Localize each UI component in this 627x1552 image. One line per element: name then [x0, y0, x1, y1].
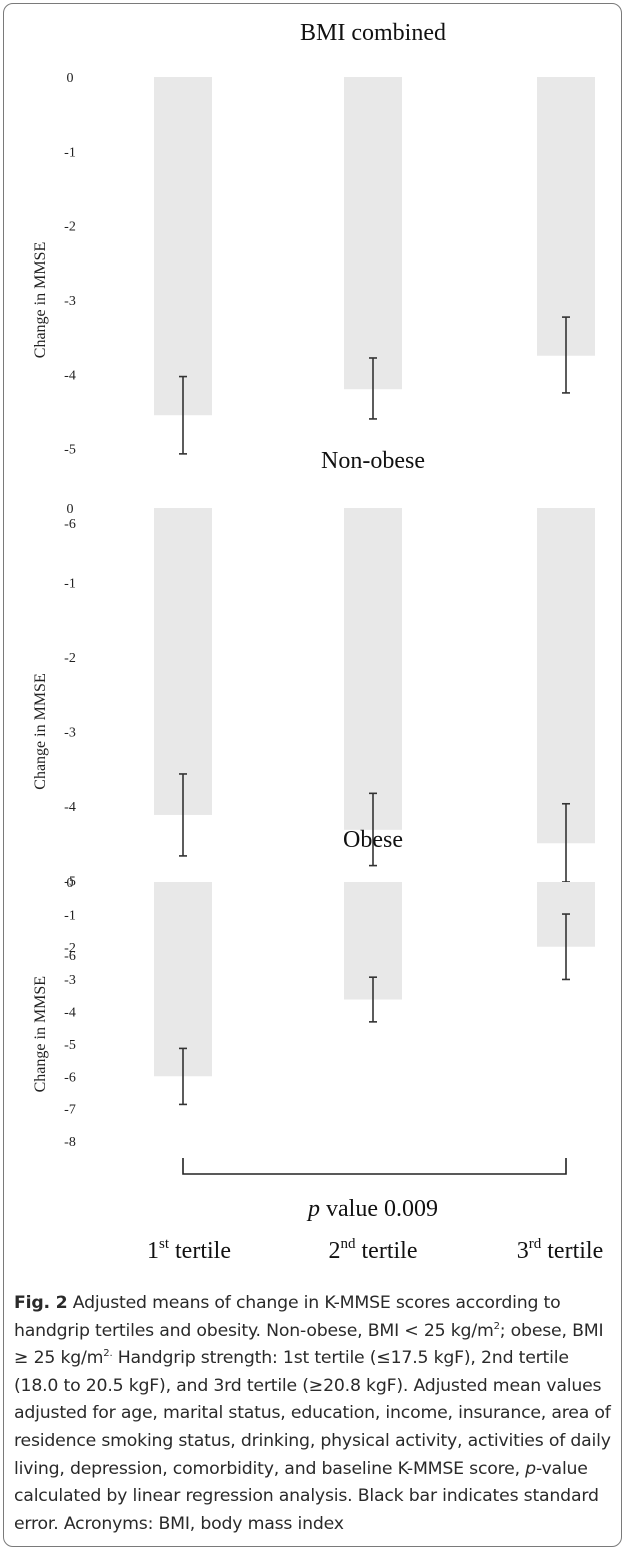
y-tick-label: 0 — [67, 71, 74, 86]
y-tick-label: 0 — [67, 502, 74, 517]
y-tick-label: -5 — [64, 875, 76, 890]
x-category-label: 1st tertile — [147, 1236, 231, 1264]
panel-title: Non-obese — [321, 448, 425, 474]
bar-3 — [537, 77, 595, 356]
panel-title: BMI combined — [300, 20, 446, 46]
y-tick-label: -1 — [64, 145, 76, 160]
error-bar-3 — [562, 316, 570, 394]
y-tick-label: -5 — [64, 1038, 76, 1053]
y-tick-label: -1 — [64, 577, 76, 592]
y-tick-label: -3 — [64, 726, 76, 741]
y-tick-label: -6 — [64, 517, 76, 532]
y-tick-label: -3 — [64, 294, 76, 309]
error-bar-1 — [179, 1047, 187, 1106]
chart-panel-2: Non-obese 0 -1 -2 -3 -4 -5 -6 Change in MMSE — [32, 448, 595, 964]
bar-3 — [537, 508, 595, 844]
y-tick-label: -5 — [64, 443, 76, 458]
p-value-annotation: p value 0.009 — [306, 1196, 438, 1222]
bar-1 — [154, 77, 212, 416]
caption-text-2: ; obese, BMI ≥ 25 kg/m — [14, 1320, 604, 1369]
bar-1 — [154, 508, 212, 815]
y-tick-label: 0 — [67, 876, 74, 891]
figure-frame — [3, 3, 622, 1547]
y-tick-label: -2 — [64, 941, 76, 956]
y-tick-label: -4 — [64, 368, 76, 383]
figure-label: Fig. 2 — [14, 1293, 68, 1313]
y-tick-label: -7 — [64, 1103, 76, 1118]
error-bar-2 — [369, 976, 377, 1023]
error-bar-2 — [369, 792, 377, 867]
caption-sup-1: 2 — [493, 1320, 500, 1332]
caption-text-3: Handgrip strength: 1st tertile (≤17.5 kg… — [14, 1348, 611, 1479]
figure-caption: Fig. 2 Adjusted means of change in K-MMS… — [14, 1290, 614, 1538]
y-tick-label: -4 — [64, 800, 76, 815]
y-axis-label: Change in MMSE — [32, 976, 49, 1092]
error-bar-3 — [562, 913, 570, 981]
x-category-label: 2nd tertile — [329, 1236, 418, 1264]
chart-panel-3: Obese 0 -1 -2 -3 -4 -5 -6 -7 -8 Change in MMSE — [32, 827, 595, 1150]
chart-panel-1: BMI combined 0 -1 -2 -3 -4 -5 -6 Change in MMSE — [32, 20, 595, 532]
y-tick-label: -4 — [64, 1006, 76, 1021]
bar-1 — [154, 882, 212, 1077]
y-axis-label: Change in MMSE — [32, 673, 49, 789]
panel-title: Obese — [343, 827, 403, 853]
error-bar-3 — [562, 802, 570, 883]
caption-text-1: Adjusted means of change in K-MMSE score… — [14, 1293, 561, 1341]
y-axis-label: Change in MMSE — [32, 242, 49, 358]
bar-2 — [344, 77, 402, 390]
error-bar-1 — [179, 773, 187, 857]
error-bar-2 — [369, 357, 377, 420]
y-tick-label: -1 — [64, 908, 76, 923]
y-tick-label: -2 — [64, 651, 76, 666]
caption-italic-p: p — [525, 1458, 536, 1479]
y-tick-label: -3 — [64, 973, 76, 988]
y-tick-label: -6 — [64, 1070, 76, 1085]
significance-bracket — [182, 1158, 567, 1175]
error-bar-1 — [179, 375, 187, 455]
y-tick-label: -2 — [64, 220, 76, 235]
caption-sup-2: 2. — [103, 1348, 113, 1360]
caption-text-4: -value calculated by linear regression a… — [14, 1458, 599, 1534]
y-tick-label: -6 — [64, 949, 76, 964]
bar-2 — [344, 508, 402, 830]
x-category-label: 3rd tertile — [517, 1236, 603, 1264]
y-tick-label: -8 — [64, 1135, 76, 1150]
